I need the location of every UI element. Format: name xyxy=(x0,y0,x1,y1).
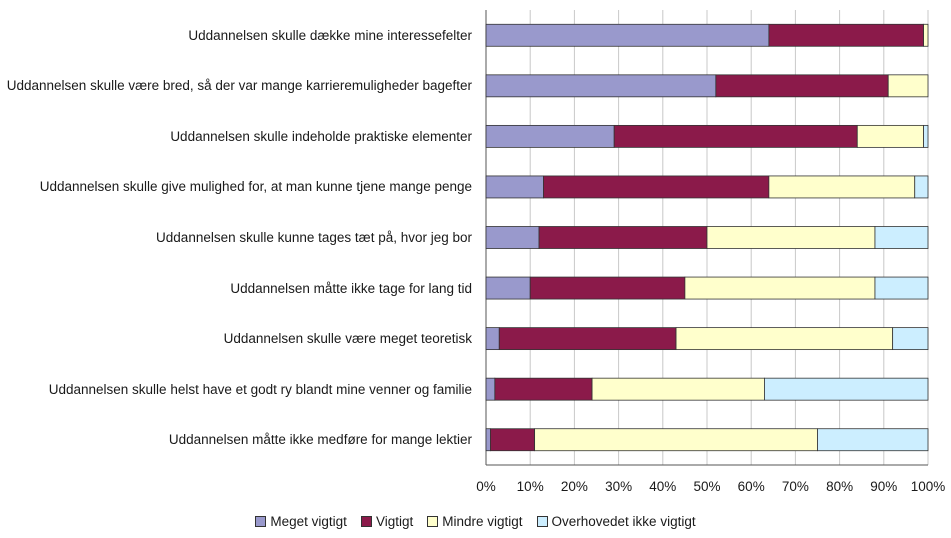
bar-segment xyxy=(543,175,770,199)
category-label: Uddannelsen måtte ikke medføre for mange… xyxy=(168,432,472,448)
bar-segment xyxy=(856,124,924,148)
bar-segment xyxy=(706,226,876,249)
category-label: Uddannelsen skulle helst have et godt ry… xyxy=(48,381,472,397)
category-label: Uddannelsen skulle kunne tages tæt på, h… xyxy=(156,230,472,245)
bar-segment xyxy=(892,327,929,351)
x-tick-label: 50% xyxy=(693,479,720,494)
bars xyxy=(485,23,929,452)
bar-segment xyxy=(538,226,708,249)
bar-segment xyxy=(485,327,500,351)
category-label: Uddannelsen skulle give mulighed for, at… xyxy=(39,179,472,195)
category-label: Uddannelsen skulle indeholde praktiske e… xyxy=(170,128,472,144)
bar-segment xyxy=(485,124,615,148)
category-label: Uddannelsen skulle være bred, så der var… xyxy=(6,78,472,94)
legend-item: Vigtigt xyxy=(360,514,414,529)
bar-segment xyxy=(494,377,593,401)
bar-segment xyxy=(768,175,916,199)
bar-segment xyxy=(498,327,677,351)
legend-item: Meget vigtigt xyxy=(255,514,347,529)
x-tick-label: 90% xyxy=(870,479,897,494)
x-axis-ticks: 0% 10% 20% 30% 40% 50% 60% 70% 80% 90% 100% xyxy=(476,479,945,494)
x-tick-label: 60% xyxy=(738,479,765,494)
bar-segment xyxy=(485,175,544,199)
bar-segment xyxy=(923,124,929,148)
bar-segment xyxy=(715,74,889,98)
bar-segment xyxy=(764,377,929,401)
x-tick-label: 100% xyxy=(911,479,946,494)
bar-segment xyxy=(817,428,929,452)
bar-segment xyxy=(534,428,818,452)
bar-segment xyxy=(684,276,876,300)
category-label: Uddannelsen skulle dække mine interessef… xyxy=(188,27,472,43)
bar-segment xyxy=(768,23,924,47)
category-label: Uddannelsen skulle være meget teoretisk xyxy=(223,331,472,347)
legend: Meget vigtigt Vigtigt Mindre vigtigt Overho… xyxy=(0,514,951,529)
x-tick-label: 20% xyxy=(561,479,588,494)
bar-segment xyxy=(675,327,894,351)
bar-segment xyxy=(613,124,858,148)
bar-segment xyxy=(887,74,929,98)
legend-swatch xyxy=(255,516,267,527)
legend-swatch xyxy=(360,516,372,527)
bar-segment xyxy=(490,428,536,452)
x-tick-label: 70% xyxy=(782,479,809,494)
bar-segment xyxy=(485,428,491,452)
x-tick-label: 10% xyxy=(517,479,544,494)
x-tick-label: 0% xyxy=(476,479,496,494)
bar-segment xyxy=(485,23,770,47)
bar-segment xyxy=(914,175,929,199)
legend-label: Overhovedet ikke vigtigt xyxy=(551,514,696,529)
legend-label: Vigtigt xyxy=(375,514,414,529)
bar-segment xyxy=(485,276,531,300)
legend-item: Overhovedet ikke vigtigt xyxy=(536,514,696,529)
bar-segment xyxy=(485,226,540,249)
bar-segment xyxy=(874,276,929,300)
legend-swatch xyxy=(536,516,548,527)
x-tick-label: 30% xyxy=(605,479,632,494)
legend-item: Mindre vigtigt xyxy=(427,514,523,529)
legend-label: Mindre vigtigt xyxy=(442,514,523,529)
bar-segment xyxy=(874,226,929,249)
bar-segment xyxy=(529,276,686,300)
bar-segment xyxy=(591,377,765,401)
bar-segment xyxy=(923,23,929,47)
bar-segment xyxy=(485,74,717,98)
bar-segment xyxy=(485,377,496,401)
x-tick-label: 40% xyxy=(649,479,676,494)
category-label: Uddannelsen måtte ikke tage for lang tid xyxy=(230,280,472,296)
legend-swatch xyxy=(427,516,439,527)
x-tick-label: 80% xyxy=(826,479,853,494)
legend-label: Meget vigtigt xyxy=(270,514,347,529)
